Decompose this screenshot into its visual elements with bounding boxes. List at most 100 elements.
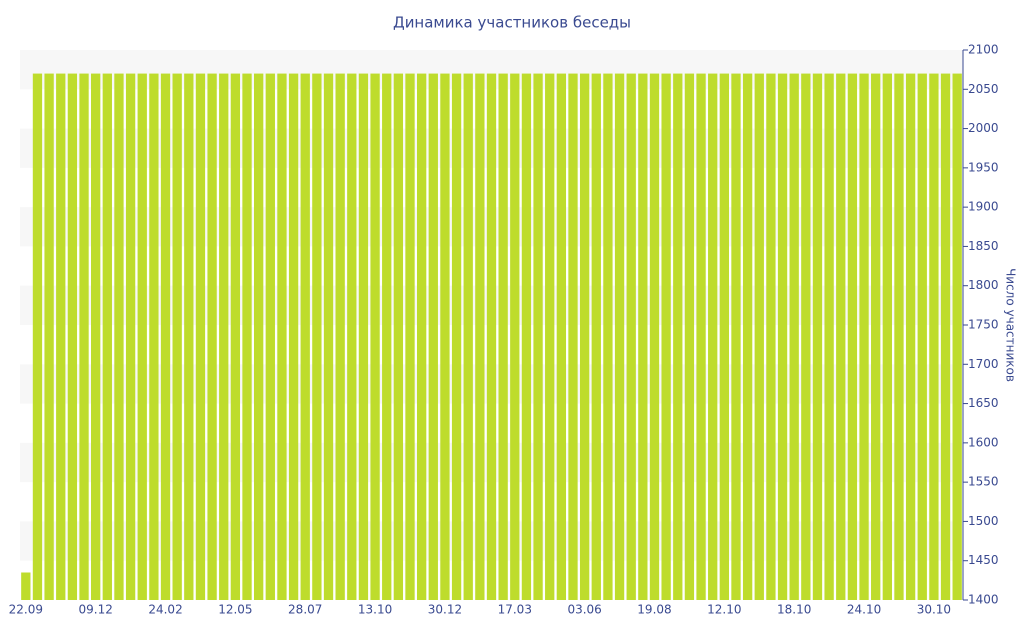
y-tick-label: 1800 bbox=[968, 278, 999, 292]
bar bbox=[894, 73, 904, 601]
bar bbox=[952, 73, 962, 601]
bar bbox=[579, 73, 590, 601]
y-tick-label: 1550 bbox=[968, 475, 999, 489]
bar bbox=[777, 73, 788, 601]
x-tick-label: 30.12 bbox=[428, 603, 462, 617]
bar bbox=[160, 73, 171, 601]
bar bbox=[32, 73, 43, 601]
bar bbox=[347, 73, 357, 601]
bar bbox=[382, 73, 392, 601]
bar bbox=[719, 73, 729, 601]
bar bbox=[195, 73, 206, 601]
bar bbox=[603, 73, 613, 601]
bar bbox=[696, 73, 706, 601]
x-tick-label: 30.10 bbox=[917, 603, 951, 617]
x-tick-label: 13.10 bbox=[358, 603, 392, 617]
x-tick-label: 18.10 bbox=[777, 603, 811, 617]
bar bbox=[370, 73, 380, 601]
y-tick-label: 1750 bbox=[968, 318, 999, 332]
bar bbox=[812, 73, 823, 601]
bar bbox=[847, 73, 858, 601]
bar bbox=[940, 73, 951, 601]
bar bbox=[498, 73, 508, 601]
x-tick-label: 28.07 bbox=[288, 603, 322, 617]
bar bbox=[789, 73, 799, 601]
bar bbox=[207, 73, 217, 601]
bar bbox=[416, 73, 427, 601]
y-tick-label: 1700 bbox=[968, 357, 999, 371]
y-tick-label: 1950 bbox=[968, 160, 999, 174]
bar bbox=[184, 73, 194, 601]
y-tick-label: 1450 bbox=[968, 553, 999, 567]
bar bbox=[219, 73, 229, 601]
chart-title: Динамика участников беседы bbox=[393, 14, 631, 32]
bar bbox=[265, 73, 275, 601]
bar bbox=[405, 73, 415, 601]
bar bbox=[626, 73, 636, 601]
bar bbox=[475, 73, 485, 601]
bar bbox=[300, 73, 310, 601]
bar bbox=[463, 73, 473, 601]
bar bbox=[836, 73, 846, 601]
bar bbox=[614, 73, 625, 601]
bar bbox=[312, 73, 322, 601]
bar bbox=[288, 73, 299, 601]
bar bbox=[591, 73, 601, 601]
x-tick-label: 09.12 bbox=[78, 603, 112, 617]
x-tick-label: 12.10 bbox=[707, 603, 741, 617]
y-axis-title: Число участников bbox=[1004, 268, 1018, 382]
bar bbox=[545, 73, 555, 601]
bar bbox=[533, 73, 543, 601]
x-tick-label: 22.09 bbox=[9, 603, 43, 617]
bar bbox=[649, 73, 660, 601]
bar bbox=[859, 73, 869, 601]
bar bbox=[556, 73, 567, 601]
bar bbox=[521, 73, 532, 601]
y-tick-label: 2000 bbox=[968, 121, 999, 135]
bar bbox=[277, 73, 287, 601]
bar bbox=[917, 73, 927, 601]
bar bbox=[638, 73, 648, 601]
bar bbox=[440, 73, 450, 601]
bar bbox=[801, 73, 811, 601]
y-tick-label: 2100 bbox=[968, 43, 999, 57]
bar bbox=[114, 73, 124, 601]
bar bbox=[905, 73, 916, 601]
bar bbox=[486, 73, 497, 601]
bar bbox=[137, 73, 147, 601]
y-tick-label: 1600 bbox=[968, 435, 999, 449]
bar bbox=[56, 73, 66, 601]
x-tick-label: 03.06 bbox=[567, 603, 601, 617]
bar bbox=[451, 73, 462, 601]
x-tick-label: 24.02 bbox=[148, 603, 182, 617]
bar bbox=[929, 73, 939, 601]
bar bbox=[102, 73, 112, 601]
bar bbox=[871, 73, 881, 601]
bar bbox=[125, 73, 136, 601]
bar bbox=[91, 73, 101, 601]
bar bbox=[661, 73, 671, 601]
bar bbox=[21, 572, 31, 600]
y-tick-label: 1400 bbox=[968, 593, 999, 607]
y-tick-label: 1650 bbox=[968, 396, 999, 410]
bar bbox=[335, 73, 345, 601]
bar bbox=[673, 73, 683, 601]
bar bbox=[510, 73, 520, 601]
bar bbox=[754, 73, 764, 601]
bar bbox=[67, 73, 78, 601]
x-tick-label: 12.05 bbox=[218, 603, 252, 617]
bar bbox=[79, 73, 89, 601]
bar bbox=[254, 73, 264, 601]
bar bbox=[708, 73, 718, 601]
bar bbox=[358, 73, 369, 601]
bar bbox=[882, 73, 892, 601]
bar bbox=[766, 73, 776, 601]
y-tick-label: 1850 bbox=[968, 239, 999, 253]
bar bbox=[172, 73, 182, 601]
x-tick-label: 24.10 bbox=[847, 603, 881, 617]
bar bbox=[568, 73, 578, 601]
x-tick-label: 19.08 bbox=[637, 603, 671, 617]
bar bbox=[393, 73, 404, 601]
bar bbox=[242, 73, 252, 601]
